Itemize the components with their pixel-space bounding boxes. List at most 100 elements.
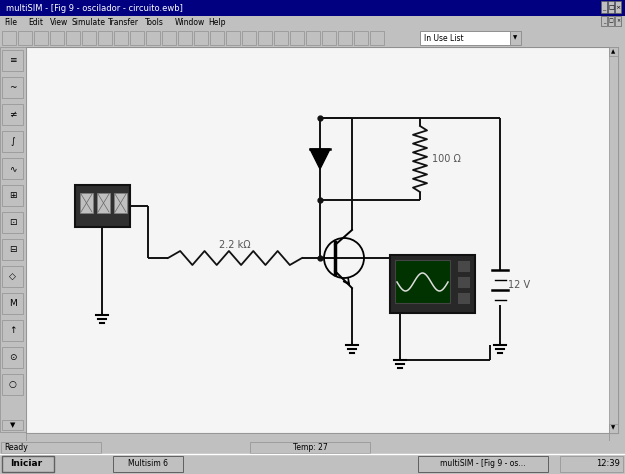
Bar — [99, 457, 111, 471]
Text: Simulate: Simulate — [72, 18, 106, 27]
Bar — [2, 239, 23, 260]
Bar — [66, 31, 80, 45]
Bar — [0, 47, 26, 432]
Bar — [178, 31, 192, 45]
Bar — [113, 456, 183, 472]
Bar — [57, 457, 69, 471]
Text: ≠: ≠ — [9, 110, 16, 119]
Text: ~: ~ — [9, 83, 16, 92]
Bar — [82, 31, 96, 45]
Bar — [306, 31, 320, 45]
Bar — [2, 293, 23, 314]
Bar — [601, 16, 607, 26]
Text: multiSIM - [Fig 9 - os...: multiSIM - [Fig 9 - os... — [440, 459, 526, 468]
Bar — [0, 29, 625, 47]
Text: ⊟: ⊟ — [9, 245, 16, 254]
Text: □: □ — [609, 18, 613, 24]
Bar — [2, 266, 23, 287]
Bar — [50, 31, 64, 45]
Bar — [0, 0, 625, 16]
Text: ⊡: ⊡ — [9, 218, 16, 227]
Bar — [615, 16, 621, 26]
Text: ▼: ▼ — [10, 422, 15, 428]
Text: 100 Ω: 100 Ω — [432, 154, 461, 164]
Text: ≡: ≡ — [9, 56, 16, 65]
Text: ×: × — [616, 18, 620, 24]
Bar — [2, 50, 23, 71]
Bar — [2, 104, 23, 125]
Text: ▼: ▼ — [611, 426, 616, 430]
Bar — [395, 260, 450, 303]
Bar — [370, 31, 384, 45]
Text: ⊞: ⊞ — [9, 191, 16, 200]
Bar — [146, 31, 160, 45]
Bar — [250, 442, 370, 453]
Text: □: □ — [608, 6, 614, 10]
Polygon shape — [310, 149, 330, 169]
Bar — [609, 47, 618, 433]
Bar — [0, 454, 625, 474]
Bar — [601, 1, 607, 13]
Bar — [2, 158, 23, 179]
Text: ▲: ▲ — [611, 49, 616, 55]
Bar — [609, 47, 618, 56]
Bar — [2, 347, 23, 368]
Bar — [242, 31, 256, 45]
Bar — [274, 31, 288, 45]
Bar — [390, 255, 475, 313]
Bar — [615, 1, 621, 13]
Bar — [2, 31, 16, 45]
Bar — [609, 424, 618, 433]
Bar — [0, 441, 625, 454]
Text: ×: × — [616, 6, 621, 10]
Bar — [258, 31, 272, 45]
Bar — [2, 185, 23, 206]
Bar — [130, 31, 144, 45]
Bar — [114, 193, 127, 213]
Text: _: _ — [602, 6, 606, 10]
Bar — [0, 16, 625, 29]
Text: Window: Window — [175, 18, 205, 27]
Bar — [560, 456, 623, 472]
Text: multiSIM - [Fig 9 - oscilador - circuito.ewb]: multiSIM - [Fig 9 - oscilador - circuito… — [6, 3, 183, 12]
Bar — [2, 77, 23, 98]
Bar — [418, 456, 548, 472]
Bar — [510, 31, 521, 45]
Bar — [194, 31, 208, 45]
Text: _: _ — [602, 18, 605, 24]
Text: Help: Help — [208, 18, 226, 27]
Text: View: View — [50, 18, 68, 27]
Bar — [114, 31, 128, 45]
Text: ◇: ◇ — [9, 272, 16, 281]
Bar — [34, 31, 48, 45]
Text: Transfer: Transfer — [108, 18, 139, 27]
Bar — [2, 374, 23, 395]
Bar — [2, 320, 23, 341]
Bar — [457, 260, 470, 272]
Text: Iniciar: Iniciar — [10, 459, 42, 468]
Bar — [18, 31, 32, 45]
Bar — [2, 212, 23, 233]
Bar — [420, 31, 510, 45]
Bar — [2, 420, 23, 430]
Text: ○: ○ — [9, 380, 16, 389]
Bar — [75, 185, 130, 227]
Bar — [457, 276, 470, 288]
Text: Ready: Ready — [4, 443, 28, 452]
Text: Multisim 6: Multisim 6 — [128, 459, 168, 468]
Text: 12 V: 12 V — [508, 280, 530, 290]
Bar — [1, 442, 101, 453]
Bar — [2, 456, 54, 472]
Bar — [162, 31, 176, 45]
Text: 2.2 kΩ: 2.2 kΩ — [219, 240, 251, 250]
Text: In Use List: In Use List — [424, 34, 464, 43]
Bar — [608, 16, 614, 26]
Bar — [2, 131, 23, 152]
Bar — [85, 457, 97, 471]
Text: ▼: ▼ — [513, 36, 518, 40]
Bar — [290, 31, 304, 45]
Bar — [210, 31, 224, 45]
Bar — [608, 1, 614, 13]
Bar — [226, 31, 240, 45]
Bar — [71, 457, 83, 471]
